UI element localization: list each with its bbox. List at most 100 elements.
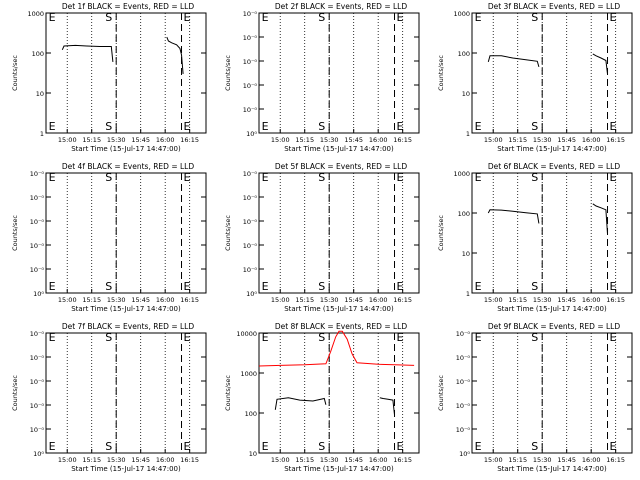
- x-tick-label: 16:15: [606, 296, 625, 304]
- x-tick-label: 15:00: [58, 296, 77, 304]
- marker-label-s: S: [318, 440, 325, 453]
- x-axis-label: Start Time (15-Jul-17 14:47:00): [284, 465, 394, 473]
- y-tick-label: 10⁻⁰: [30, 402, 45, 410]
- marker-label-e: E: [475, 440, 482, 453]
- marker-label-e: E: [397, 11, 404, 24]
- x-tick-label: 15:15: [82, 296, 101, 304]
- marker-label-e: E: [475, 11, 482, 24]
- marker-label-e: E: [475, 120, 482, 133]
- marker-label-e: E: [262, 11, 269, 24]
- marker-label-e: E: [49, 440, 56, 453]
- x-tick-label: 15:30: [533, 296, 552, 304]
- x-tick-label: 15:00: [271, 456, 290, 464]
- panel-title: Det 9f BLACK = Events, RED = LLD: [488, 322, 621, 331]
- y-tick-label: 10⁰: [459, 450, 470, 458]
- marker-label-e: E: [610, 120, 617, 133]
- x-tick-label: 15:45: [557, 456, 576, 464]
- y-tick-label: 1000: [453, 10, 470, 18]
- x-tick-label: 15:00: [58, 136, 77, 144]
- marker-label-s: S: [105, 171, 112, 184]
- marker-label-s: S: [318, 280, 325, 293]
- y-axis-label: Counts/sec: [437, 215, 445, 251]
- x-tick-label: 15:30: [320, 456, 339, 464]
- x-tick-label: 15:00: [484, 456, 503, 464]
- x-tick-label: 15:00: [484, 296, 503, 304]
- x-tick-label: 16:15: [393, 296, 412, 304]
- y-tick-label: 10⁻⁰: [456, 354, 471, 362]
- marker-label-e: E: [184, 120, 191, 133]
- x-tick-label: 15:30: [320, 296, 339, 304]
- marker-label-s: S: [531, 11, 538, 24]
- x-axis-label: Start Time (15-Jul-17 14:47:00): [71, 465, 181, 473]
- series-line: [379, 397, 395, 415]
- marker-label-s: S: [531, 331, 538, 344]
- marker-label-e: E: [49, 171, 56, 184]
- y-axis-label: Counts/sec: [437, 55, 445, 91]
- panel-title: Det 1f BLACK = Events, RED = LLD: [62, 2, 195, 11]
- marker-label-s: S: [105, 120, 112, 133]
- panel-title: Det 7f BLACK = Events, RED = LLD: [62, 322, 195, 331]
- panel-title: Det 2f BLACK = Events, RED = LLD: [275, 2, 408, 11]
- y-axis-label: Counts/sec: [224, 55, 232, 91]
- y-axis-label: Counts/sec: [224, 375, 232, 411]
- marker-label-e: E: [262, 120, 269, 133]
- marker-label-s: S: [531, 120, 538, 133]
- plot-frame: [258, 172, 420, 294]
- y-tick-label: 100: [458, 210, 470, 218]
- y-tick-label: 1000: [27, 10, 44, 18]
- x-tick-label: 15:15: [508, 136, 527, 144]
- x-tick-label: 15:00: [271, 136, 290, 144]
- series-line: [61, 44, 114, 62]
- y-tick-label: 10⁻⁰: [30, 330, 45, 338]
- x-axis-label: Start Time (15-Jul-17 14:47:00): [497, 305, 607, 313]
- x-tick-label: 15:15: [295, 456, 314, 464]
- x-tick-label: 16:00: [156, 456, 175, 464]
- y-axis-label: Counts/sec: [437, 375, 445, 411]
- y-axis-label: Counts/sec: [224, 215, 232, 251]
- plot-frame: [45, 172, 207, 294]
- x-tick-label: 16:15: [606, 456, 625, 464]
- y-tick-label: 10⁻⁰: [30, 194, 45, 202]
- x-tick-label: 15:45: [557, 136, 576, 144]
- x-tick-label: 15:45: [131, 136, 150, 144]
- marker-label-s: S: [531, 171, 538, 184]
- y-tick-label: 10⁻⁰: [30, 354, 45, 362]
- y-axis-label: Counts/sec: [11, 375, 19, 411]
- marker-label-e: E: [475, 280, 482, 293]
- marker-label-e: E: [184, 171, 191, 184]
- panel-title: Det 8f BLACK = Events, RED = LLD: [275, 322, 408, 331]
- marker-label-s: S: [531, 440, 538, 453]
- y-tick-label: 1000: [240, 370, 257, 378]
- x-tick-label: 16:00: [156, 296, 175, 304]
- x-tick-label: 15:45: [557, 296, 576, 304]
- x-tick-label: 16:00: [369, 296, 388, 304]
- y-tick-label: 10⁰: [33, 450, 44, 458]
- x-tick-label: 15:00: [271, 296, 290, 304]
- x-tick-label: 16:00: [369, 136, 388, 144]
- x-tick-label: 16:00: [582, 136, 601, 144]
- x-axis-label: Start Time (15-Jul-17 14:47:00): [497, 145, 607, 153]
- x-tick-label: 15:00: [484, 136, 503, 144]
- marker-label-e: E: [610, 280, 617, 293]
- y-tick-label: 10⁻⁰: [243, 170, 258, 178]
- marker-label-s: S: [531, 280, 538, 293]
- x-tick-label: 15:30: [533, 136, 552, 144]
- y-tick-label: 10⁻⁰: [30, 170, 45, 178]
- marker-label-e: E: [184, 280, 191, 293]
- marker-label-e: E: [49, 331, 56, 344]
- y-tick-label: 10⁻⁰: [243, 82, 258, 90]
- y-tick-label: 10⁻⁰: [243, 218, 258, 226]
- marker-label-s: S: [318, 11, 325, 24]
- x-axis-label: Start Time (15-Jul-17 14:47:00): [71, 145, 181, 153]
- y-tick-label: 10⁻⁰: [243, 34, 258, 42]
- marker-label-e: E: [610, 440, 617, 453]
- series-line: [166, 36, 184, 74]
- series-line: [274, 397, 327, 410]
- plot-frame: [471, 332, 633, 454]
- x-tick-label: 15:45: [344, 296, 363, 304]
- y-tick-label: 10⁰: [246, 130, 257, 138]
- series-line: [487, 209, 540, 224]
- y-tick-label: 10⁻⁰: [243, 58, 258, 66]
- y-tick-label: 10⁻⁰: [243, 10, 258, 18]
- x-tick-label: 15:30: [107, 456, 126, 464]
